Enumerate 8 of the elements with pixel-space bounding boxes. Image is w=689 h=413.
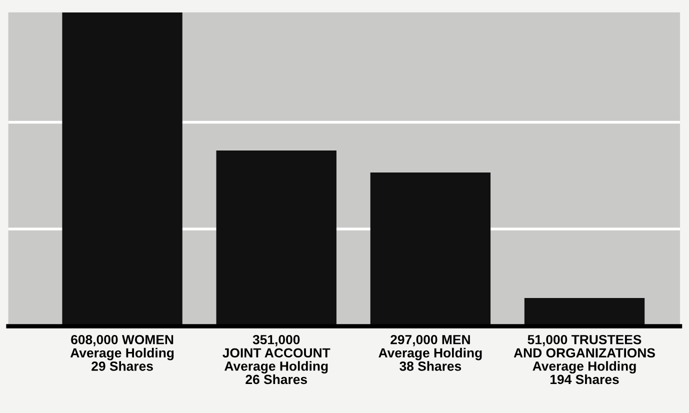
bar [524, 298, 645, 326]
bar [62, 12, 182, 326]
x-tick-label: 297,000 MEN Average Holding 38 Shares [378, 334, 482, 371]
bar [370, 172, 491, 326]
x-tick-label: 351,000 JOINT ACCOUNT Average Holding 26 Shares [222, 334, 330, 384]
x-tick-label: 608,000 WOMEN Average Holding 29 Shares [70, 334, 174, 371]
x-tick-label: 51,000 TRUSTEES AND ORGANIZATIONS Average Holding 194 Shares [514, 334, 655, 384]
bar [216, 150, 336, 326]
